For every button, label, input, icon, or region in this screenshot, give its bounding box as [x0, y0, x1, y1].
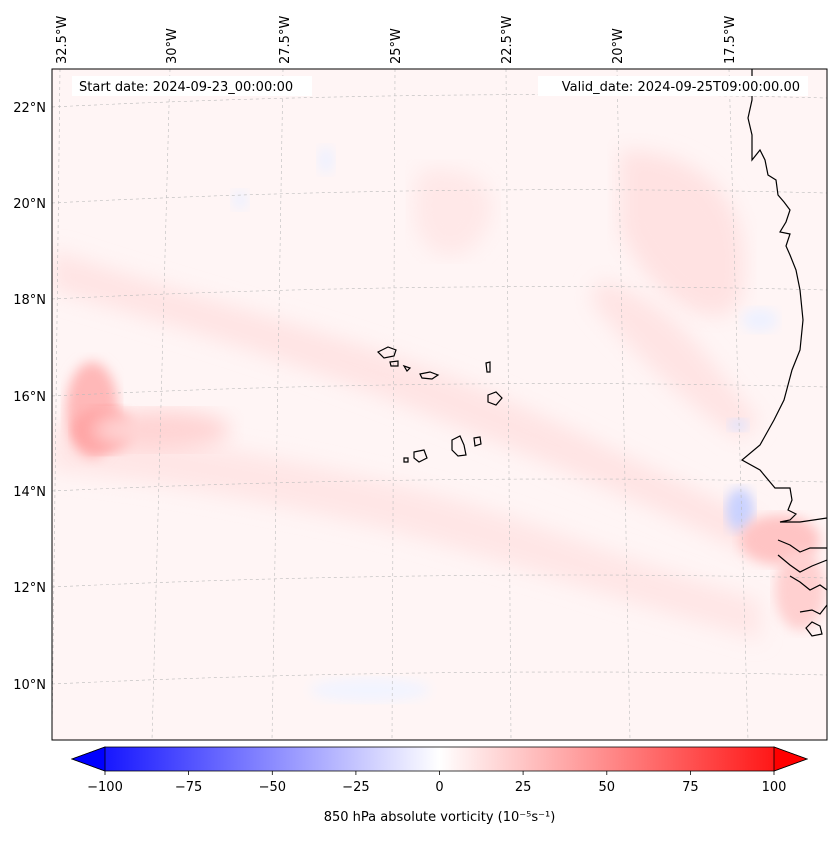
start-date-label: Start date: 2024-09-23_00:00:00 [79, 80, 293, 95]
lat-label-10n: 10°N [13, 678, 46, 693]
colorbar-min-extend [70, 746, 106, 772]
colorbar-label: 850 hPa absolute vorticity (10⁻⁵s⁻¹) [324, 810, 556, 825]
cb-tick-label: 100 [762, 780, 787, 795]
coastline [740, 69, 827, 637]
cb-tick-label: 25 [515, 780, 532, 795]
cape-verde-islands [376, 346, 503, 463]
vorticity-field [52, 146, 825, 702]
colorbar-ticks [104, 771, 775, 775]
lat-label-16n: 16°N [13, 390, 46, 405]
lat-axis-labels: 22°N 20°N 18°N 16°N 14°N 12°N 10°N [13, 101, 46, 693]
lat-label-22n: 22°N [13, 101, 46, 116]
graticule [52, 69, 827, 740]
colorbar-gradient [70, 746, 809, 772]
lon-label-25w: 25°W [389, 28, 404, 64]
lon-label-27-5w: 27.5°W [278, 16, 293, 64]
cb-tick-label: −75 [175, 780, 202, 795]
valid-date-box [538, 76, 808, 96]
lon-axis-labels: 32.5°W 30°W 27.5°W 25°W 22.5°W 20°W 17.5… [55, 16, 738, 64]
cb-tick-label: 50 [599, 780, 616, 795]
cb-tick-label: −50 [259, 780, 286, 795]
map-frame [51, 68, 828, 741]
map-panel: Start date: 2024-09-23_00:00:00 Valid_da… [52, 69, 827, 740]
lat-label-20n: 20°N [13, 197, 46, 212]
cb-tick-label: −100 [87, 780, 123, 795]
colorbar-max-extend [773, 746, 809, 772]
lon-label-30w: 30°W [165, 28, 180, 64]
lon-label-17-5w: 17.5°W [723, 16, 738, 64]
lat-label-18n: 18°N [13, 293, 46, 308]
valid-date-label: Valid_date: 2024-09-25T09:00:00.00 [562, 80, 800, 95]
lon-label-22-5w: 22.5°W [500, 16, 515, 64]
colorbar: −100 −75 −50 −25 0 25 50 75 100 850 hPa … [70, 746, 809, 825]
cb-tick-label: 75 [682, 780, 699, 795]
cb-tick-label: −25 [342, 780, 369, 795]
colorbar-tick-labels: −100 −75 −50 −25 0 25 50 75 100 [87, 780, 786, 795]
lon-label-20w: 20°W [611, 28, 626, 64]
lat-label-14n: 14°N [13, 485, 46, 500]
cb-tick-label: 0 [435, 780, 443, 795]
lat-label-12n: 12°N [13, 581, 46, 596]
lon-label-32-5w: 32.5°W [55, 16, 70, 64]
start-date-box [72, 76, 312, 96]
